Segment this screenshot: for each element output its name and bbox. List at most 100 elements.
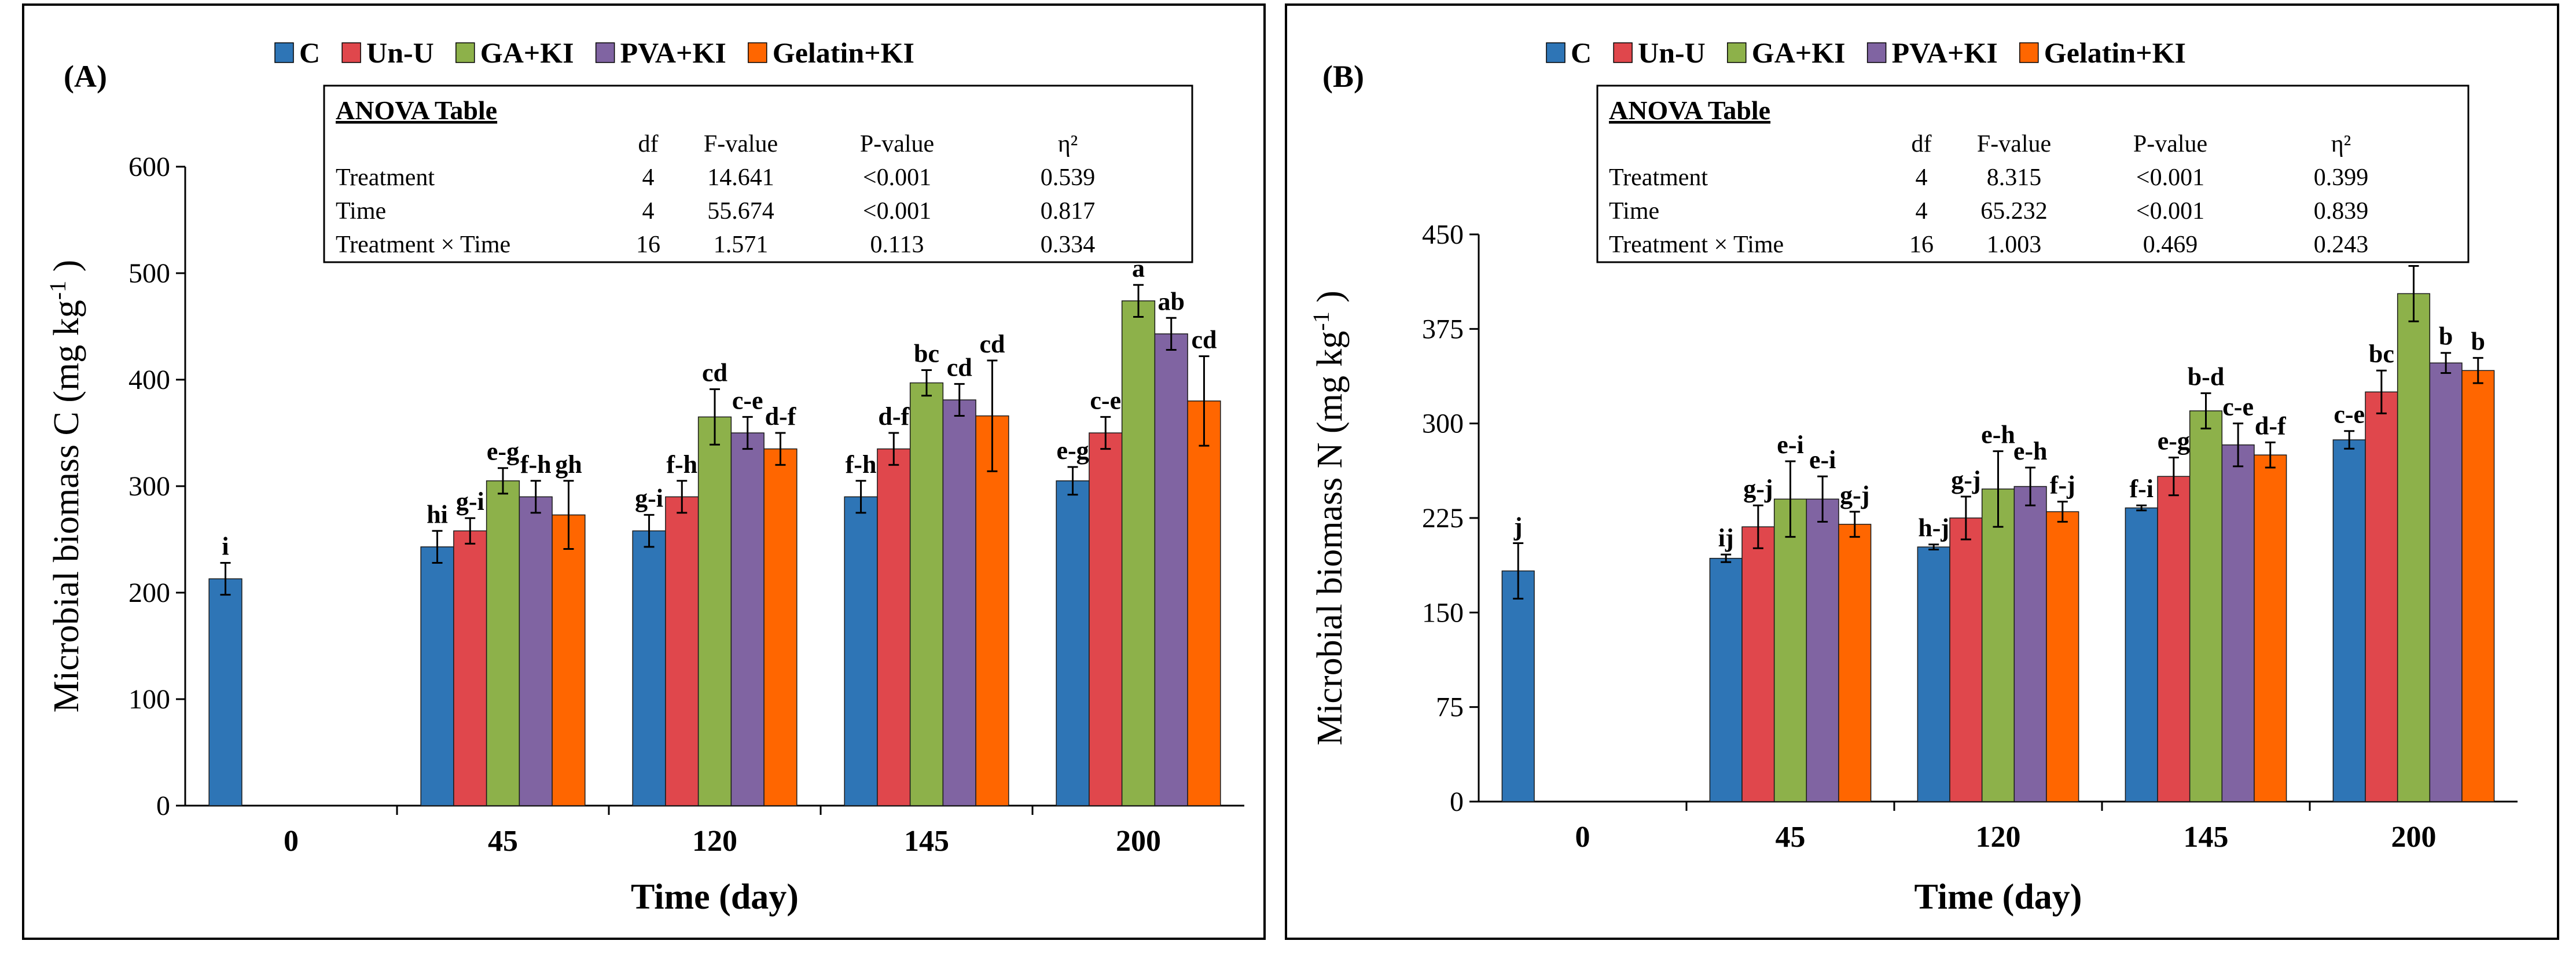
x-tick-label: 145: [2184, 821, 2229, 854]
significance-label: cd: [947, 353, 972, 381]
x-tick-label: 200: [2391, 821, 2437, 854]
bar: [2046, 511, 2079, 802]
significance-label: e-h: [1981, 421, 2015, 449]
y-axis-label-close: ): [1310, 291, 1350, 311]
y-tick-label: 500: [128, 258, 170, 289]
anova-cell: <0.001: [863, 164, 931, 191]
bar: [1154, 333, 1188, 806]
y-tick-label: 0: [1450, 787, 1464, 817]
panel-frame: [22, 3, 1266, 940]
anova-box: [323, 84, 1193, 263]
bar: [2429, 362, 2463, 802]
anova-cell: 0.539: [1041, 164, 1096, 191]
legend-swatch-ga-ki: [1727, 42, 1747, 63]
panel-a: (A) C Un-U GA+KI PVA+KI Gelatin+KI 0 100 200 300 4…: [22, 3, 1266, 940]
significance-label: g-i: [456, 487, 484, 516]
y-axis-label-close: ): [47, 260, 86, 281]
x-axis-label: Time (day): [631, 877, 799, 917]
bar: [975, 415, 1009, 806]
legend-swatch-c: [274, 42, 294, 63]
bar: [730, 432, 765, 806]
significance-label: bc: [2369, 340, 2394, 368]
panel-b: (B) C Un-U GA+KI PVA+KI Gelatin+KI 0 75 150 225 30…: [1285, 3, 2559, 940]
legend: C Un-U GA+KI PVA+KI Gelatin+KI: [1546, 36, 2186, 69]
significance-label: h-j: [1918, 514, 1949, 542]
anova-row-label: Treatment × Time: [336, 232, 510, 258]
significance-label: cd: [702, 359, 727, 387]
significance-label: b-d: [2188, 362, 2225, 391]
anova-cell: 1.571: [714, 232, 769, 258]
legend-label: PVA+KI: [1892, 36, 1998, 69]
bar: [1949, 517, 1983, 802]
bar: [1773, 498, 1807, 802]
anova-cell: 4: [642, 164, 655, 191]
significance-label: cd: [979, 330, 1005, 358]
anova-cell: 0.399: [2314, 164, 2369, 191]
bar: [1501, 570, 1535, 802]
anova-cell: <0.001: [863, 198, 931, 225]
y-axis-label-sup: -1: [1308, 311, 1334, 330]
bar: [208, 578, 242, 806]
y-tick-label: 150: [1422, 597, 1464, 628]
legend-label: GA+KI: [1752, 36, 1846, 69]
anova-cell: 8.315: [1987, 164, 2042, 191]
legend: C Un-U GA+KI PVA+KI Gelatin+KI: [274, 36, 914, 69]
anova-cell: 55.674: [707, 198, 774, 225]
significance-label: ij: [1718, 524, 1734, 552]
legend-swatch-c: [1546, 42, 1566, 63]
significance-label: g-i: [635, 484, 663, 513]
y-tick-label: 0: [156, 791, 170, 821]
anova-header: df: [638, 131, 659, 157]
bar: [1981, 488, 2015, 802]
significance-label: cd: [1191, 326, 1217, 354]
anova-cell: 65.232: [1980, 198, 2048, 225]
anova-cell: 4: [1916, 164, 1928, 191]
bar: [1806, 498, 1839, 802]
x-tick-label: 120: [692, 825, 737, 858]
anova-row-label: Time: [1609, 198, 1659, 225]
y-tick-label: 200: [128, 578, 170, 608]
bar: [453, 530, 487, 806]
y-tick-label: 225: [1422, 503, 1464, 534]
y-tick-label: 400: [128, 365, 170, 395]
bar: [2397, 293, 2431, 802]
bar: [877, 448, 911, 806]
anova-row-label: Treatment: [1609, 164, 1708, 191]
bar: [1838, 524, 1872, 802]
anova-title: ANOVA Table: [336, 95, 497, 125]
bar: [552, 514, 586, 806]
bar: [2013, 486, 2047, 802]
x-tick-label: 120: [1976, 821, 2021, 854]
y-tick-label: 300: [128, 471, 170, 502]
legend-label: PVA+KI: [620, 36, 726, 69]
y-axis-label-sup: -1: [45, 281, 71, 300]
bar: [519, 496, 553, 806]
bar: [1089, 432, 1123, 806]
legend-label: Gelatin+KI: [773, 36, 914, 69]
bar: [2254, 454, 2287, 802]
y-axis-label-main: Microbial biomass N (mg kg: [1310, 331, 1350, 745]
anova-cell: <0.001: [2136, 164, 2204, 191]
anova-row-label: Treatment × Time: [1609, 232, 1784, 258]
significance-label: g-j: [1743, 475, 1773, 503]
anova-cell: 0.113: [870, 232, 924, 258]
significance-label: b: [2439, 322, 2453, 351]
anova-cell: 0.839: [2314, 198, 2369, 225]
legend-swatch-un-u: [1613, 42, 1633, 63]
anova-cell: 16: [1909, 232, 1934, 258]
bar: [1056, 480, 1090, 806]
anova-cell: 4: [642, 198, 655, 225]
significance-label: d-f: [2255, 411, 2287, 440]
y-axis-label: Microbial biomass C (mg kg-1 ): [45, 260, 86, 712]
significance-label: d-f: [765, 402, 797, 431]
significance-label: g-j: [1840, 481, 1869, 509]
x-tick-label: 45: [488, 825, 518, 858]
significance-label: f-h: [846, 450, 877, 479]
legend-swatch-gelatin-ki: [748, 42, 767, 63]
anova-cell: 0.817: [1041, 198, 1096, 225]
anova-cell: 0.334: [1041, 232, 1096, 258]
anova-header: P-value: [2133, 131, 2207, 157]
significance-label: c-e: [2334, 401, 2365, 429]
x-tick-label: 200: [1116, 825, 1161, 858]
